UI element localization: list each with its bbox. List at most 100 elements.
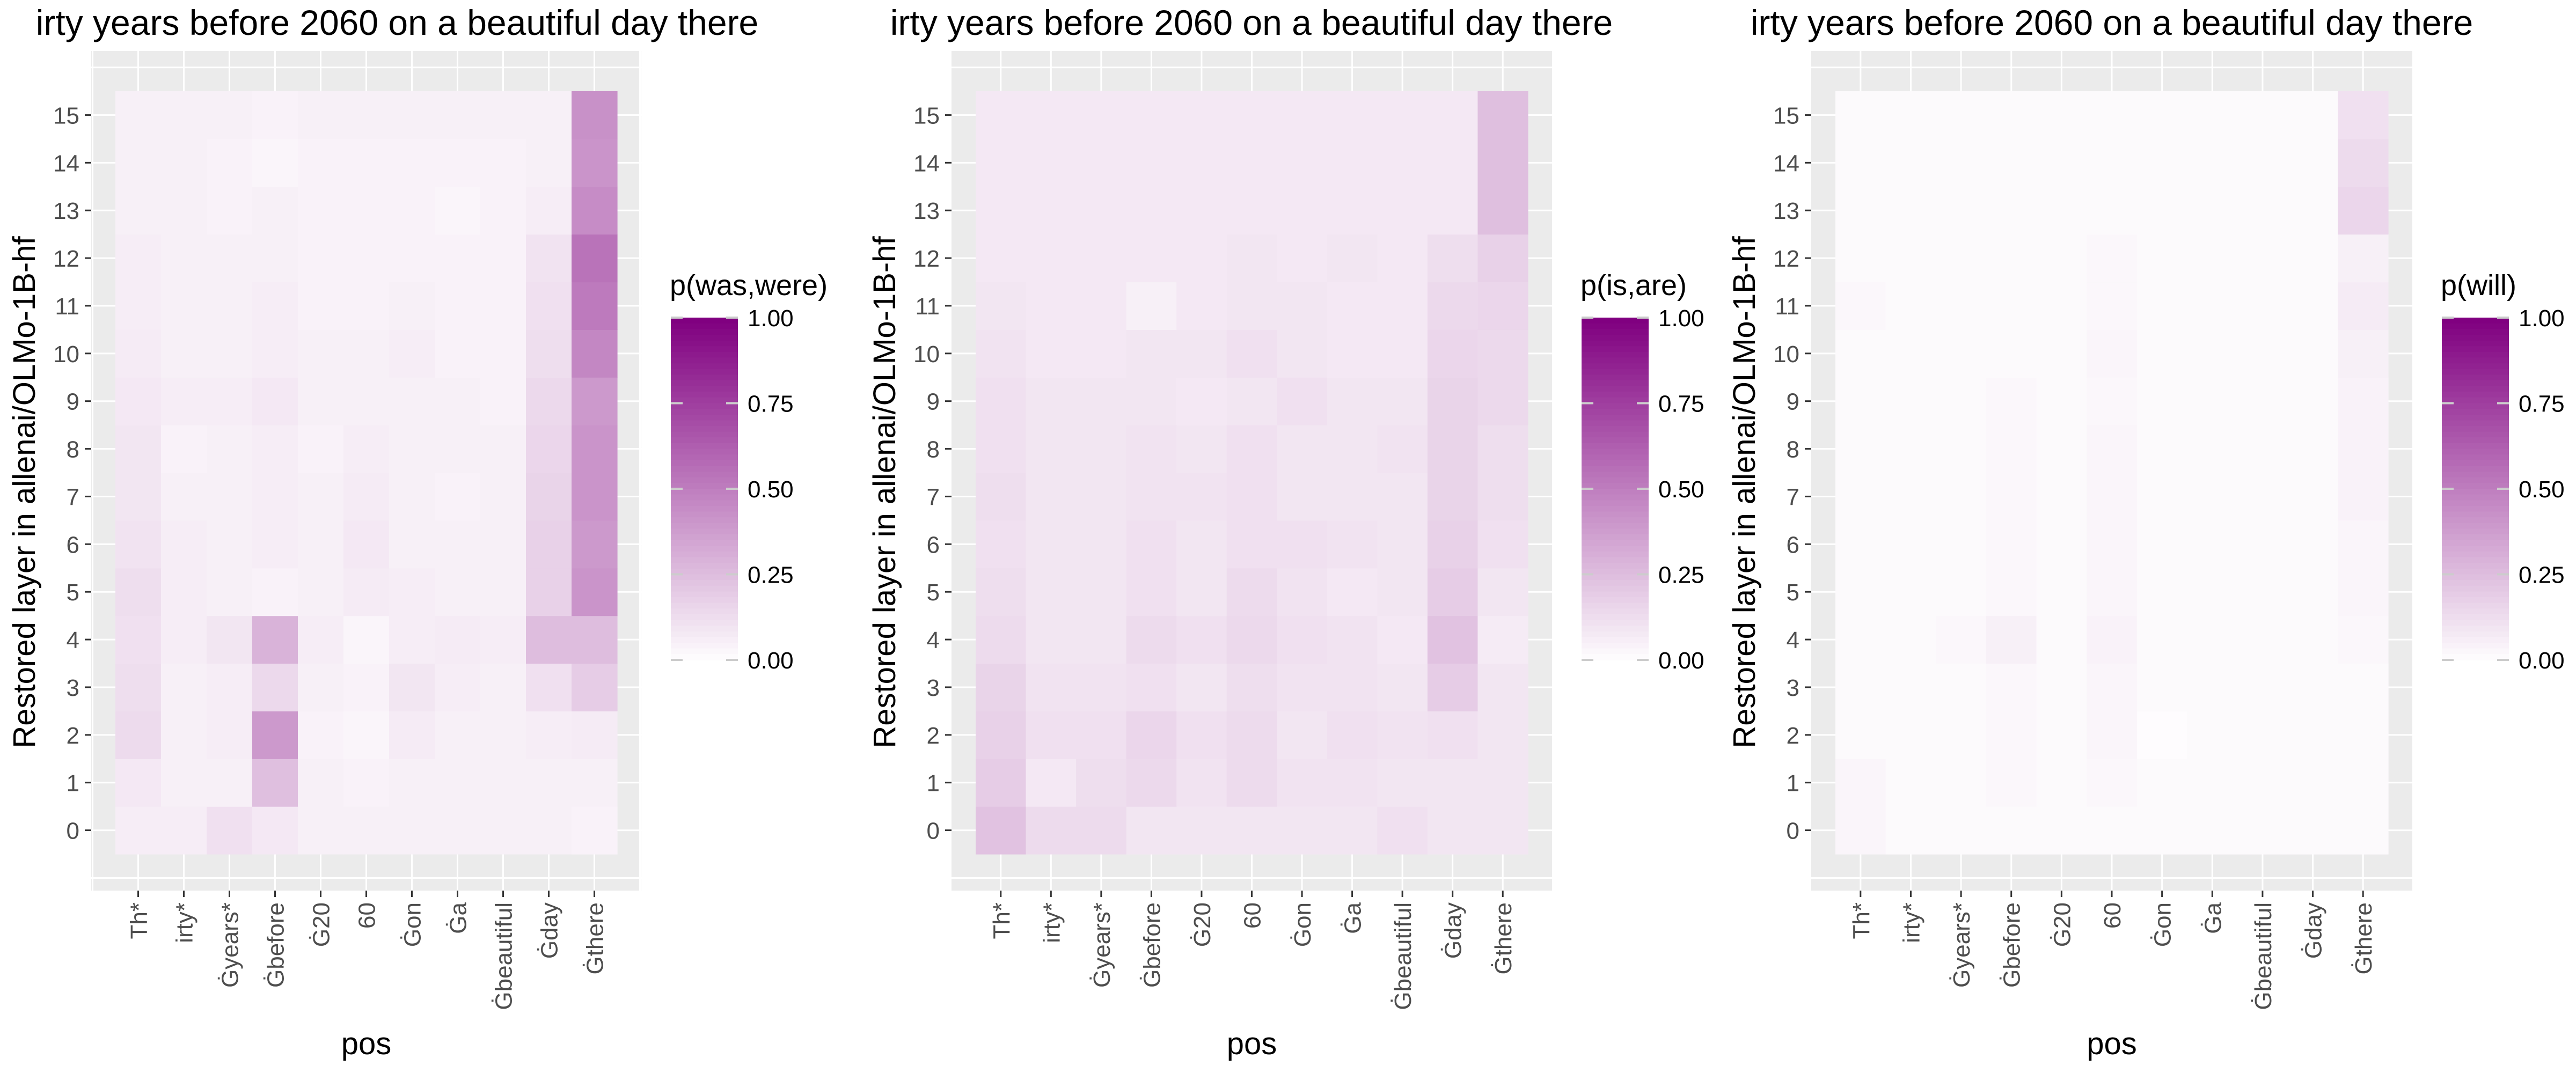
heatmap-cell	[1377, 329, 1428, 378]
heatmap-cell	[526, 138, 572, 187]
heatmap-cell	[1076, 711, 1127, 759]
heatmap-cell	[1835, 282, 1886, 330]
heatmap-cell	[1427, 425, 1479, 473]
heatmap-cell	[1986, 615, 2037, 664]
legend-gradient-step	[671, 357, 738, 364]
heatmap-cell	[2338, 234, 2389, 283]
y-tick-label: 11	[55, 293, 79, 320]
heatmap-cell	[1377, 711, 1428, 759]
legend-gradient-step	[1582, 614, 1649, 621]
legend-gradient-step	[671, 591, 738, 598]
heatmap-cell	[2087, 759, 2138, 807]
legend-gradient-step	[1582, 551, 1649, 558]
heatmap-cell	[435, 91, 481, 139]
legend-gradient-step	[2442, 614, 2509, 621]
y-tick-label: 10	[913, 341, 940, 368]
heatmap-cell	[389, 91, 435, 139]
legend-gradient-step	[2442, 397, 2509, 404]
heatmap-cell	[1986, 234, 2037, 283]
heatmap-cell	[343, 377, 390, 425]
heatmap-cell	[161, 568, 207, 616]
heatmap-cell	[1277, 568, 1328, 616]
heatmap-cell	[1477, 186, 1528, 235]
heatmap-cell	[2237, 282, 2288, 330]
heatmap-cell	[1936, 234, 1987, 283]
heatmap-cell	[1277, 473, 1328, 521]
heatmap-cell	[343, 759, 390, 807]
heatmap-cell	[343, 329, 390, 378]
y-tick-label: 13	[53, 198, 79, 224]
heatmap-cell	[480, 186, 526, 235]
legend-gradient-step	[1582, 654, 1649, 660]
heatmap-cell	[2287, 615, 2338, 664]
heatmap-cell	[207, 186, 253, 235]
heatmap-cell	[115, 759, 162, 807]
heatmap-cell	[1126, 234, 1177, 283]
heatmap-cell	[161, 759, 207, 807]
heatmap-cell	[389, 663, 435, 711]
y-tick-label: 14	[1773, 150, 1799, 177]
chart-title: irty years before 2060 on a beautiful da…	[36, 3, 759, 42]
heatmap-cell	[1427, 473, 1479, 521]
heatmap-cell	[526, 520, 572, 569]
heatmap-cell	[435, 663, 481, 711]
heatmap-cell	[1176, 234, 1227, 283]
legend: p(will)1.00 0.75 0.50 0.25 0.00	[2441, 269, 2565, 674]
x-tick-label: Th*	[989, 902, 1015, 939]
heatmap-cell	[252, 377, 298, 425]
heatmap-cell	[435, 568, 481, 616]
heatmap-cell	[1427, 282, 1479, 330]
legend-gradient-step	[671, 563, 738, 569]
legend-gradient-step	[671, 551, 738, 558]
heatmap-cell	[252, 329, 298, 378]
heatmap-cell	[2237, 759, 2288, 807]
heatmap-cell	[1885, 91, 1936, 139]
heatmap-cell	[526, 568, 572, 616]
heatmap-cell	[2187, 520, 2238, 569]
heatmap-cell	[2136, 568, 2188, 616]
heatmap-cell	[1427, 186, 1479, 235]
heatmap-cell	[2136, 473, 2188, 521]
heatmap-cell	[1026, 329, 1077, 378]
legend-gradient-step	[2442, 357, 2509, 364]
legend-gradient-step	[2442, 500, 2509, 506]
heatmap-cell	[2237, 138, 2288, 187]
heatmap-cell	[389, 377, 435, 425]
heatmap-cell	[1176, 663, 1227, 711]
heatmap-cell	[207, 759, 253, 807]
heatmap-cell	[389, 711, 435, 759]
legend-gradient-step	[1582, 323, 1649, 330]
y-tick-label: 9	[1787, 389, 1799, 415]
heatmap-cell	[2287, 568, 2338, 616]
heatmap-cell	[2087, 138, 2138, 187]
heatmap-cell	[526, 377, 572, 425]
heatmap-cell	[2087, 520, 2138, 569]
heatmap-cell	[1986, 663, 2037, 711]
heatmap-cell	[1327, 663, 1378, 711]
heatmap-cell	[2036, 473, 2087, 521]
heatmap-cell	[1477, 91, 1528, 139]
heatmap-cell	[2036, 377, 2087, 425]
heatmap-cell	[1885, 282, 1936, 330]
legend-gradient-step	[1582, 591, 1649, 598]
x-axis-title: pos	[2087, 1026, 2137, 1061]
heatmap-cell	[1226, 615, 1277, 664]
y-tick-label: 14	[913, 150, 940, 177]
heatmap-cell	[161, 473, 207, 521]
x-tick-label: Ġthere	[2351, 902, 2377, 975]
heatmap-cell	[1226, 568, 1277, 616]
heatmap-cell	[1076, 473, 1127, 521]
y-tick-label: 10	[1773, 341, 1799, 368]
legend-gradient-step	[671, 449, 738, 455]
y-tick-label: 3	[1787, 675, 1799, 701]
legend-gradient-step	[2442, 608, 2509, 615]
heatmap-cell	[2036, 711, 2087, 759]
y-tick-label: 8	[927, 437, 940, 463]
legend-gradient-step	[1582, 386, 1649, 393]
heatmap-cell	[572, 186, 618, 235]
heatmap-cell	[252, 711, 298, 759]
x-tick-label: Ġbefore	[1999, 902, 2025, 988]
legend-gradient-step	[2442, 602, 2509, 609]
legend-gradient-step	[1582, 437, 1649, 444]
heatmap-cell	[298, 806, 344, 855]
